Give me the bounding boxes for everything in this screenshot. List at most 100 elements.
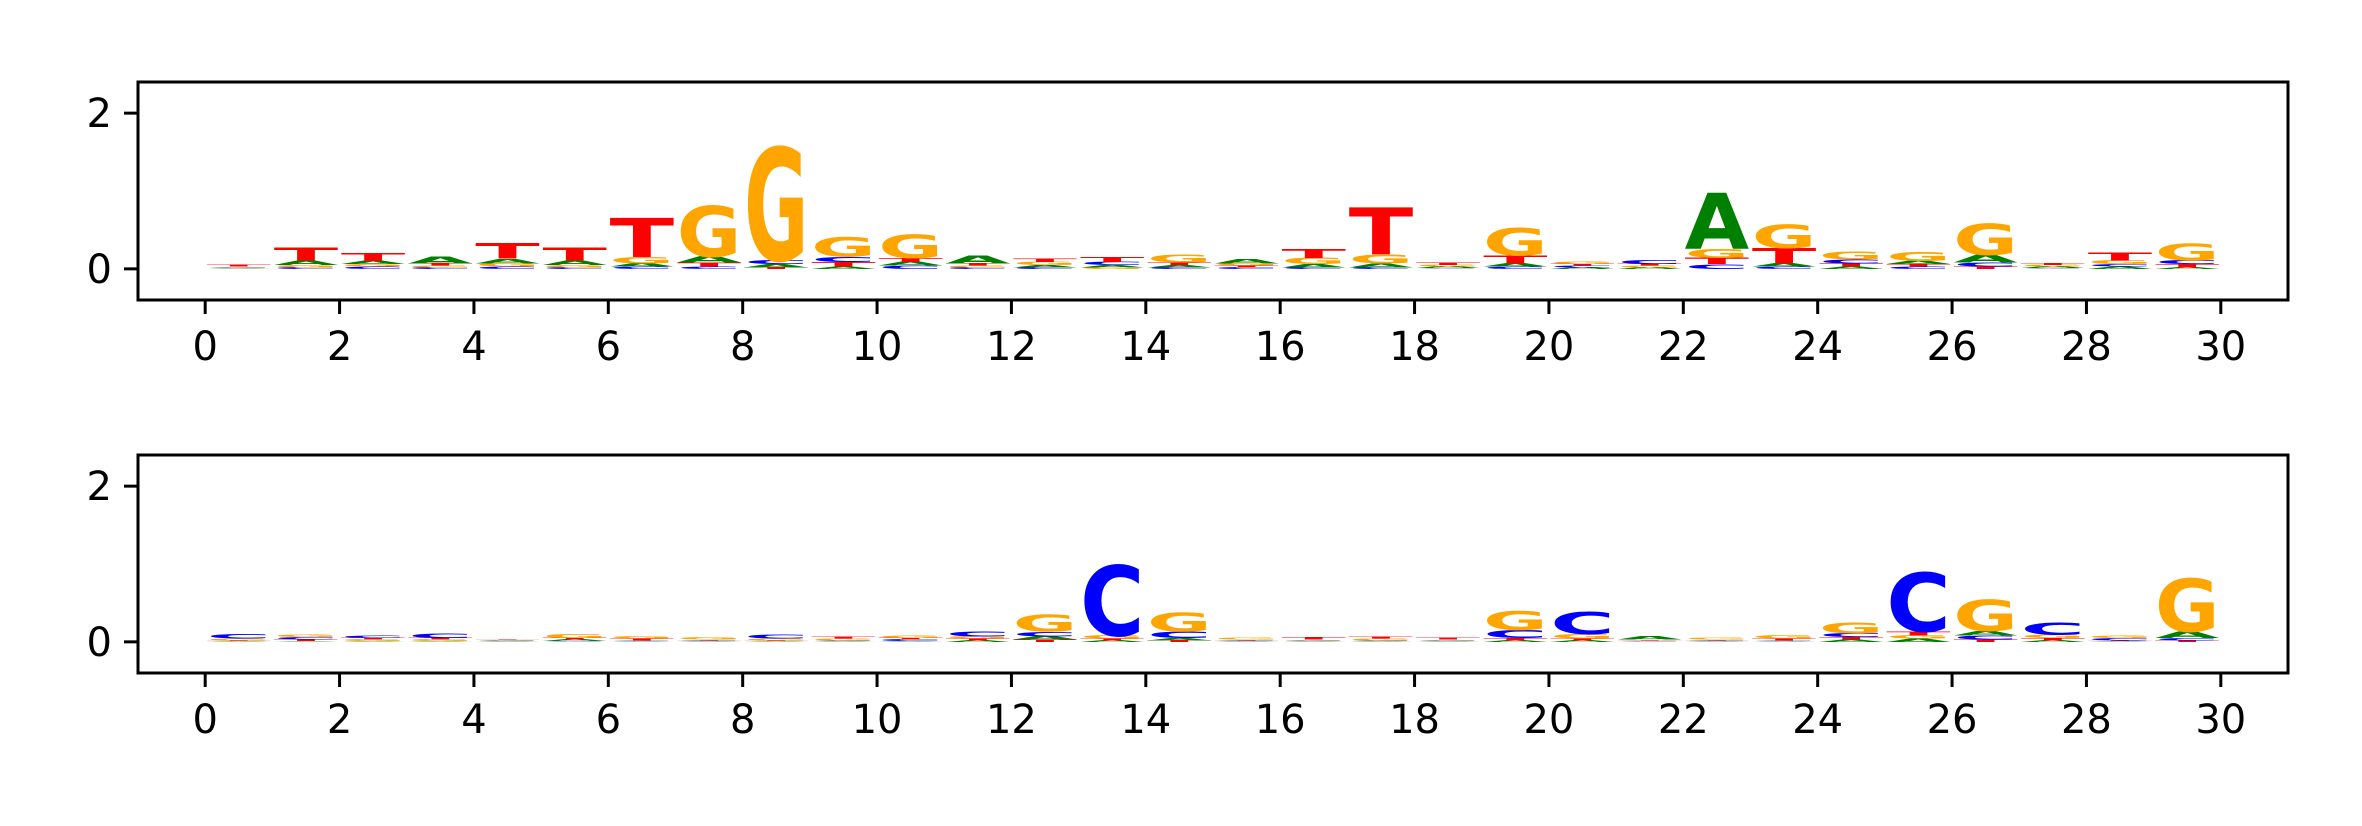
x-tick-label: 28 [2061,697,2112,743]
logo-letter-A: A [2155,267,2220,270]
logo-letter-T: T [542,638,607,640]
x-tick-label: 8 [730,324,755,370]
logo-letter-A: A [1550,267,1615,270]
logo-letter-G: G [1282,256,1346,266]
x-tick-label: 28 [2061,324,2112,370]
logo-letter-T: T [1953,266,2018,270]
logo-letter-C: C [1080,261,1144,266]
logo-letter-C: C [1282,267,1347,270]
logo-letter-T: T [341,251,406,263]
logo-letter-T: T [1214,639,1279,640]
logo-letter-G: G [610,636,674,640]
logo-letter-A: A [1282,641,1347,642]
logo-letter-T: T [1282,246,1346,261]
logo-letter-C: C [542,267,607,270]
logo-letter-A: A [408,641,473,642]
logo-letter-G: G [1080,635,1144,640]
logo-letter-C: C [811,640,875,641]
logo-letter-A: A [274,259,339,266]
logo-letter-T: T [207,265,272,267]
logo-letter-T: T [2155,263,2220,268]
logo-letter-T: T [475,639,540,640]
logo-letter-C: C [341,266,406,270]
logo-letter-C: C [2155,259,2219,265]
logo-letter-T: T [1349,637,1414,639]
x-tick-label: 6 [596,324,621,370]
logo-letter-T: T [878,257,943,263]
logo-letter-G: G [1013,610,1077,638]
logo-letter-T: T [2021,263,2086,265]
logo-letter-G: G [1147,608,1211,638]
logo-letter-T: T [475,239,540,264]
logo-letters: ATGCATCGAGTCAGTCACGTCATGACTGACTGATGCACGT… [207,547,2220,659]
logo-letter-G: G [744,638,808,640]
logo-letter-G: G [677,637,741,641]
logo-letter-A: A [1147,264,1212,268]
logo-letter-T: T [610,208,674,270]
logo-letter-C: C [2021,619,2085,639]
x-tick-label: 2 [327,697,352,743]
logo-letter-C: C [878,639,943,642]
x-tick-label: 22 [1658,324,1709,370]
logo-letter-T: T [1617,639,1682,640]
logo-letter-C: C [1282,640,1346,641]
logo-letter-T: T [1483,637,1548,641]
logo-letter-C: C [1953,262,2017,268]
logo-letter-C: C [1953,635,2017,641]
x-tick-label: 18 [1389,324,1440,370]
y-tick-label: 0 [87,620,112,666]
x-tick-label: 22 [1658,697,1709,743]
logo-letter-A: A [1483,640,1548,643]
logo-letter-C: C [1819,632,1883,638]
logo-letter-G: G [1416,639,1480,640]
logo-letter-C: C [274,637,339,641]
x-tick-label: 8 [730,697,755,743]
logo-letter-C: C [1483,628,1547,640]
logo-letter-A: A [1685,641,1750,642]
logo-letter-C: C [475,640,539,641]
logo-letter-C: C [1752,640,1816,641]
logo-letter-A: A [207,268,272,269]
logo-letter-A: A [475,641,540,642]
logo-letter-C: C [1550,265,1615,268]
logo-letter-G: G [1685,246,1749,261]
x-tick-label: 14 [1120,324,1171,370]
logo-letter-G: G [1819,620,1883,637]
logo-letter-A: A [1416,641,1481,642]
logo-letter-T: T [1416,262,1481,266]
logo-letter-T: T [1080,638,1145,640]
y-tick-label: 0 [87,247,112,293]
logo-letter-G: G [1886,249,1950,264]
logo-letter-T: T [1214,265,1279,267]
logo-letter-T: T [1752,244,1817,269]
x-tick-label: 18 [1389,697,1440,743]
logo-letter-C: C [811,255,875,264]
logo-letter-C: C [1483,266,1548,270]
logo-letter-G: G [274,634,338,638]
logo-letter-A: A [677,641,742,642]
logo-letter-T: T [811,637,876,639]
logo-letter-C: C [946,629,1010,638]
logo-letter-G: G [1483,221,1547,265]
logo-letter-G: G [1483,606,1547,636]
logo-letter-A: A [610,263,675,268]
logo-letter-G: G [2021,634,2085,639]
logo-letter-T: T [1349,195,1413,270]
logo-letter-G: G [542,633,606,639]
logo-letter-T: T [1685,256,1750,266]
logo-letter-G: G [1147,253,1212,265]
logo-letter-A: A [2021,266,2086,269]
logo-letter-C: C [1819,258,1883,264]
logo-letter-T: T [1080,255,1145,264]
logo-letter-T: T [1147,262,1212,266]
logo-letter-A: A [1080,640,1145,643]
x-tick-label: 20 [1523,697,1574,743]
logo-letter-A: A [542,259,607,266]
logo-letter-C: C [207,267,271,268]
logo-letter-T: T [744,640,809,641]
logo-letter-C: C [1080,547,1144,659]
logo-letter-C: C [610,640,674,641]
x-tick-label: 4 [461,697,486,743]
